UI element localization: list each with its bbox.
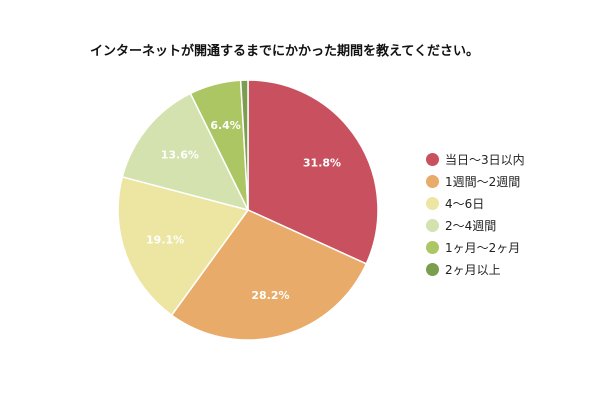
legend-label: 4〜6日 bbox=[445, 196, 485, 211]
legend-swatch bbox=[426, 240, 439, 254]
pie-slice-label-5: 6.4% bbox=[210, 119, 241, 132]
legend-item: 2〜4週間 bbox=[426, 214, 525, 236]
pie-slice-1 bbox=[247, 79, 379, 265]
legend-label: 1ヶ月〜2ヶ月 bbox=[445, 240, 521, 255]
pie-slice-labels: 31.8% 28.2% 19.1% 13.6% 6.4% bbox=[146, 119, 341, 302]
legend-label: 2ヶ月以上 bbox=[445, 262, 501, 277]
pie-slice-6 bbox=[239, 79, 249, 211]
legend-item: 4〜6日 bbox=[426, 192, 525, 214]
pie-slice-label-3: 19.1% bbox=[146, 234, 184, 247]
legend-swatch bbox=[426, 174, 439, 188]
legend-swatch bbox=[426, 152, 439, 166]
pie-slices bbox=[117, 79, 379, 341]
legend-item: 当日〜3日以内 bbox=[426, 148, 525, 170]
legend-label: 2〜4週間 bbox=[445, 218, 497, 233]
legend-label: 1週間〜2週間 bbox=[445, 174, 521, 189]
pie-slice-label-1: 31.8% bbox=[303, 156, 341, 169]
legend-item: 1週間〜2週間 bbox=[426, 170, 525, 192]
legend-item: 1ヶ月〜2ヶ月 bbox=[426, 236, 525, 258]
chart-legend: 当日〜3日以内 1週間〜2週間 4〜6日 2〜4週間 1ヶ月〜2ヶ月 2ヶ月以上 bbox=[426, 148, 525, 280]
legend-swatch bbox=[426, 262, 439, 276]
legend-swatch bbox=[426, 218, 439, 232]
legend-label: 当日〜3日以内 bbox=[445, 152, 525, 167]
legend-swatch bbox=[426, 196, 439, 210]
pie-slice-4 bbox=[121, 92, 250, 212]
pie-slice-3 bbox=[117, 175, 250, 317]
pie-slice-label-2: 28.2% bbox=[251, 289, 289, 302]
pie-slice-2 bbox=[170, 209, 368, 341]
pie-slice-label-4: 13.6% bbox=[161, 148, 199, 161]
legend-item: 2ヶ月以上 bbox=[426, 258, 525, 280]
chart-title: インターネットが開通するまでにかかった期間を教えてください。 bbox=[90, 44, 479, 59]
